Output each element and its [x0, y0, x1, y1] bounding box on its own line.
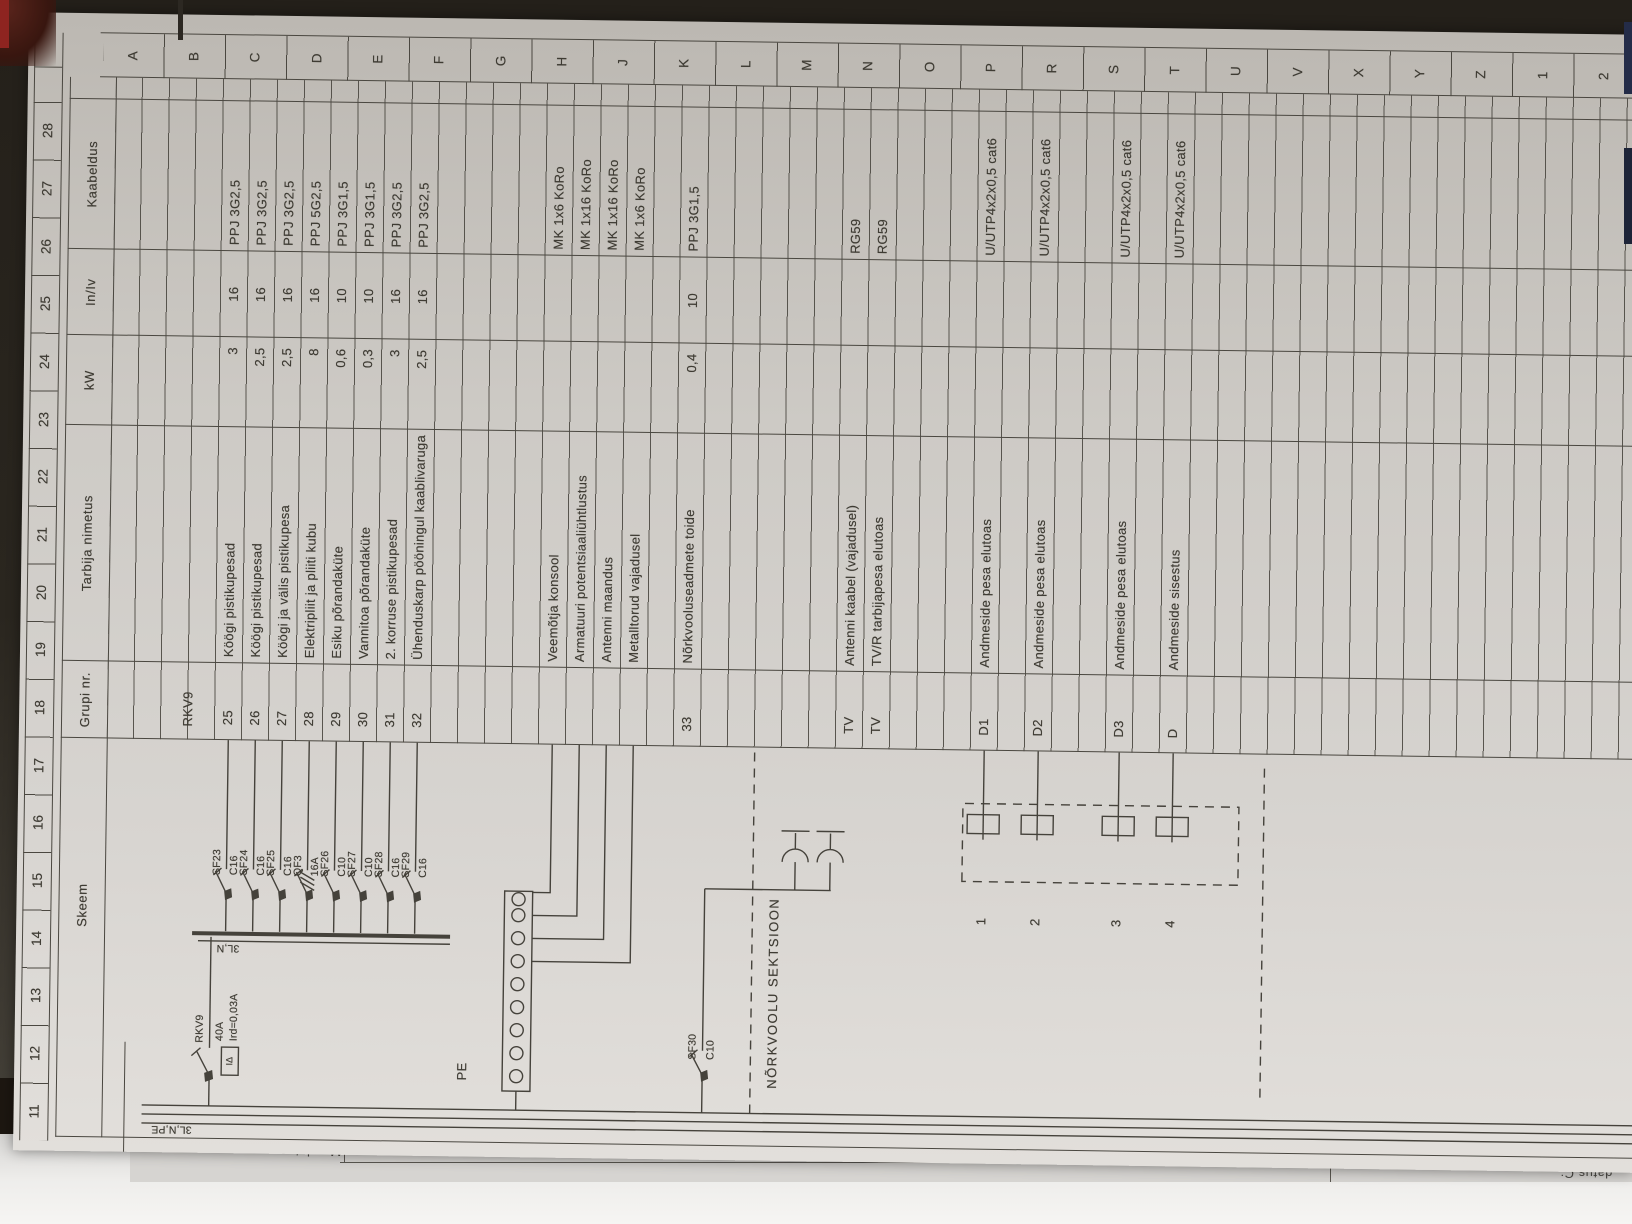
socket-number: 4	[1162, 920, 1178, 928]
breaker-name: SF24	[237, 849, 251, 876]
supply-lines	[141, 1105, 1632, 1144]
background-object-top-left	[0, 0, 56, 66]
section-boundary-dashed	[750, 747, 755, 1113]
data-socket	[1021, 751, 1054, 840]
bell-icon	[816, 831, 844, 862]
main-rcd-breaker	[191, 937, 240, 1107]
supply-label: 3L,N,PE	[151, 1123, 192, 1136]
background-red-edge	[0, 0, 9, 48]
breaker-name: SF28	[372, 851, 386, 878]
background-line-object	[178, 0, 183, 40]
busbar-second-line	[198, 941, 450, 945]
background-object-right-edge	[1624, 148, 1632, 244]
data-socket	[1102, 752, 1135, 841]
sf30-rating: C10	[704, 1039, 717, 1060]
rcd-rating-label: 40A	[213, 1021, 226, 1042]
breaker-rating: C16	[416, 857, 430, 878]
socket-number: 1	[973, 917, 989, 926]
background-object-right-edge	[1624, 22, 1632, 94]
breaker-name: SF27	[345, 850, 359, 877]
socket-group-dashed-box	[962, 803, 1239, 885]
data-socket	[1156, 753, 1189, 842]
breaker-name: SF29	[399, 851, 413, 878]
breaker-name: SF23	[210, 849, 224, 876]
underlying-sheet-divider	[1330, 1162, 1331, 1182]
data-socket	[967, 750, 1000, 839]
pe-label: PE	[454, 1062, 470, 1081]
section-boundary-dashed	[1260, 768, 1265, 1098]
rcd-leak-label: Ird=0,03A	[227, 993, 241, 1042]
group-breaker-branches	[213, 740, 422, 934]
pe-wires	[532, 744, 634, 962]
three-phase-ticks	[300, 872, 314, 890]
breaker-name: SF25	[264, 849, 278, 876]
sf30-branch	[689, 861, 832, 1115]
socket-number: 2	[1027, 918, 1043, 927]
bell-icon	[781, 831, 809, 862]
busbar-label: 3L,N	[216, 941, 240, 955]
rcd-name-label: RKV9	[193, 1014, 206, 1043]
breaker-name: SF26	[318, 850, 332, 877]
breaker-name: QF3	[291, 855, 305, 877]
pe-bar	[502, 744, 634, 1112]
socket-number: 3	[1108, 919, 1124, 928]
sf30-name: SF30	[686, 1033, 699, 1060]
busbar	[192, 933, 450, 937]
rcd-test-symbol: I∆	[224, 1056, 235, 1066]
section-label: NÕRKVOOLU SEKTSIOON	[763, 897, 782, 1089]
